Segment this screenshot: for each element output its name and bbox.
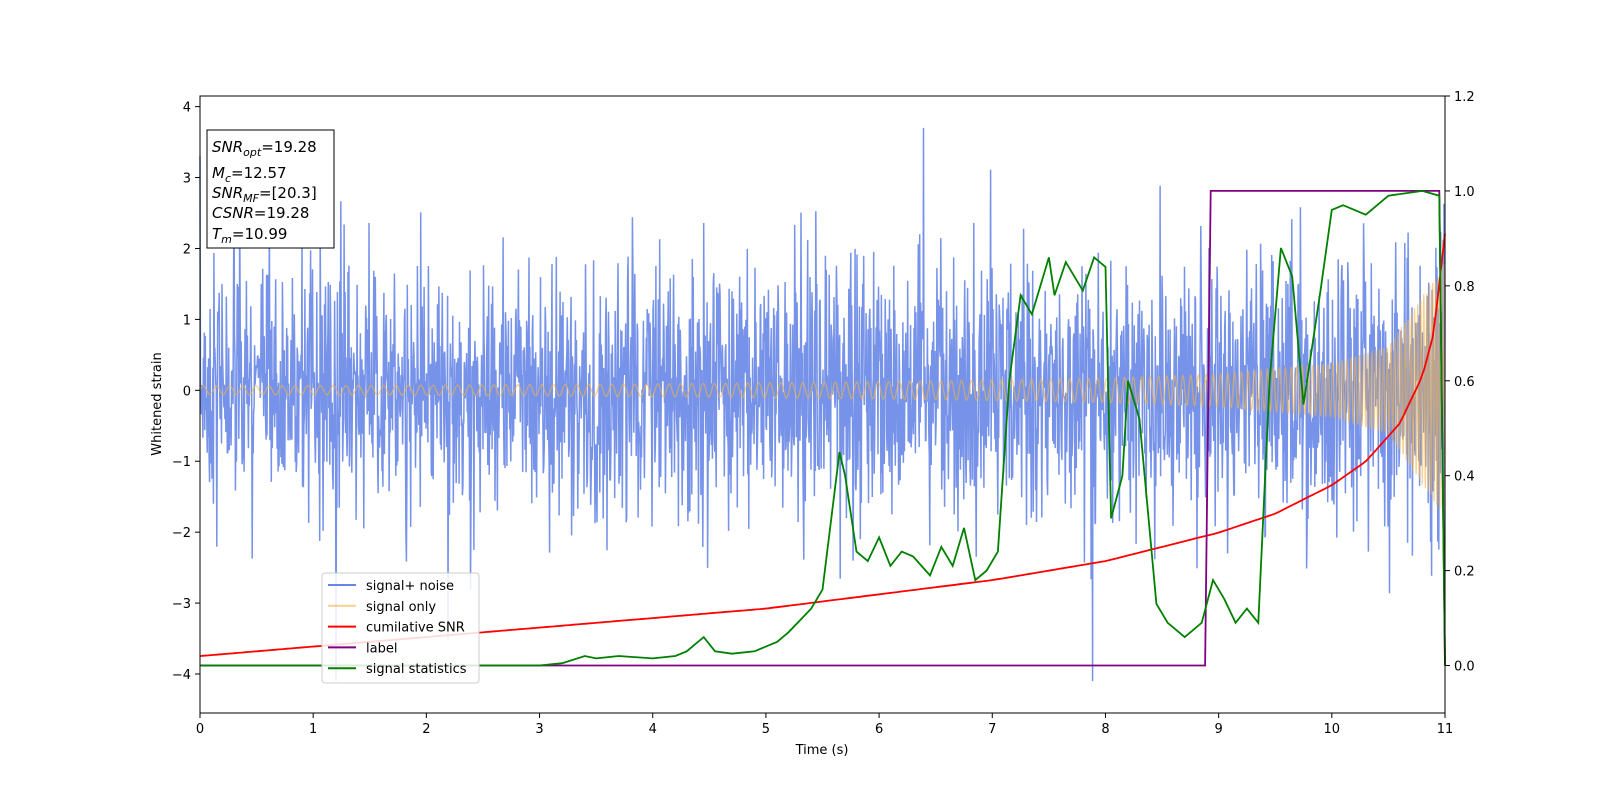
y-axis-label: Whitened strain [150,352,165,455]
left-y-tick-label: 3 [183,172,191,187]
x-tick-label: 11 [1437,722,1454,737]
signal-only-line [199,264,1446,516]
annotation-symbol: M [212,164,225,182]
annotation-subscript: c [225,172,231,185]
x-tick-label: 8 [1101,722,1109,737]
left-y-tick-label: −4 [172,668,191,683]
x-tick-label: 7 [988,722,996,737]
x-tick-label: 4 [649,722,657,737]
annotation-subscript: m [221,233,232,246]
annotation-line: CSNR=19.28 [212,204,309,222]
x-tick-label: 10 [1324,722,1341,737]
annotation-value: =10.99 [232,225,288,243]
left-y-tick-label: −1 [172,455,191,470]
x-axis-label: Time (s) [795,743,849,758]
annotation-symbol: SNR [212,184,243,202]
left-y-tick-label: 4 [183,101,191,116]
right-y-tick-label: 1.2 [1454,90,1475,105]
annotation-symbol: SNR [212,138,243,156]
annotation-value: =19.28 [261,138,317,156]
signal-noise-series [199,127,1446,682]
right-y-tick-label: 1.0 [1454,185,1475,200]
annotation-line: SNRopt=19.28 [212,138,317,159]
annotation-value: =[20.3] [259,184,317,202]
annotation-value: =19.28 [254,204,310,222]
signal-statistics-line [200,189,1446,667]
left-y-axis-ticks: 4 3 2 1 0 −1 −2 −3 −4 [172,101,200,683]
x-tick-label: 0 [196,722,204,737]
metrics-annotation-box: SNRopt=19.28Mc=12.57SNRMF=[20.3]CSNR=19.… [206,129,335,249]
signal-noise-line [199,127,1446,682]
left-y-tick-label: 0 [183,384,191,399]
x-tick-label: 6 [875,722,883,737]
annotation-line: Tm=10.99 [212,225,287,246]
annotation-subscript: opt [243,146,262,159]
legend-entry: signal statistics [366,662,467,677]
x-tick-label: 9 [1214,722,1222,737]
right-y-axis-ticks: 1.2 1.0 0.8 0.6 0.4 0.2 0.0 [1445,90,1475,675]
legend-entry: signal+ noise [366,579,454,594]
right-y-tick-label: 0.0 [1454,660,1475,675]
annotation-symbol: T [212,225,223,243]
annotation-subscript: MF [243,192,259,205]
left-y-tick-label: 2 [183,242,191,257]
annotation-line: SNRMF=[20.3] [212,184,317,205]
x-axis-ticks: 0 1 2 3 4 5 6 7 8 9 10 11 [196,713,1453,737]
annotation-line: Mc=12.57 [212,164,287,185]
x-tick-label: 5 [762,722,770,737]
x-tick-label: 2 [422,722,430,737]
right-y-tick-label: 0.2 [1454,565,1475,580]
annotation-frame [206,129,335,249]
annotation-symbol: CSNR [212,204,254,222]
signal-statistics-series [200,189,1446,667]
legend-entry: cumilative SNR [366,621,465,636]
left-y-tick-label: −2 [172,526,191,541]
right-y-tick-label: 0.6 [1454,375,1475,390]
annotation-value: =12.57 [231,164,287,182]
x-tick-label: 3 [535,722,543,737]
x-tick-label: 1 [309,722,317,737]
legend-entry: label [366,641,397,656]
left-y-tick-label: −3 [172,597,191,612]
legend-frame [321,572,480,684]
right-y-tick-label: 0.8 [1454,280,1475,295]
left-y-tick-label: 1 [183,313,191,328]
legend: signal+ noise signal only cumilative SNR la… [321,572,480,684]
plot-frame [199,95,1446,714]
right-y-tick-label: 0.4 [1454,470,1475,485]
legend-entry: signal only [366,600,436,615]
signal-only-series [199,264,1446,516]
